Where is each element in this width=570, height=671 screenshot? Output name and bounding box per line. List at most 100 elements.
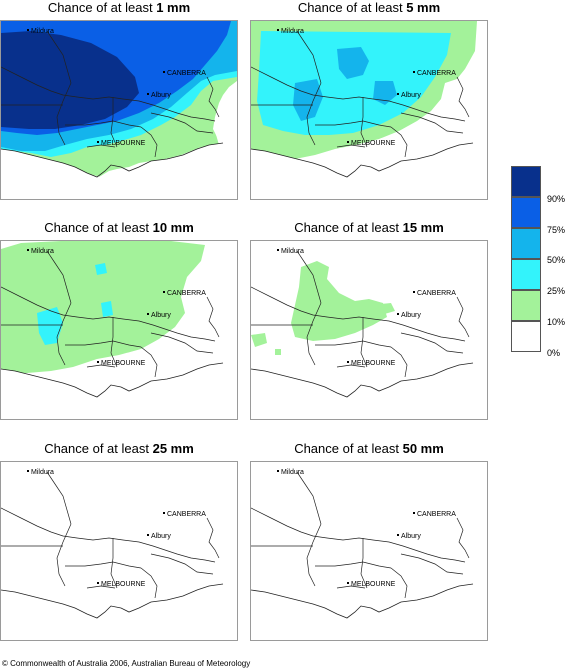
- district-boundary: [390, 567, 408, 599]
- district-boundary: [206, 76, 220, 118]
- panel-title-prefix: Chance of at least: [47, 0, 157, 15]
- place-marker: [163, 291, 165, 293]
- label-albury: Albury: [401, 312, 421, 319]
- district-boundary: [315, 340, 392, 348]
- probability-area: [251, 333, 267, 347]
- district-boundary: [150, 112, 214, 134]
- probability-shading: [1, 21, 237, 177]
- district-boundary: [86, 585, 116, 589]
- legend-swatch-75: [511, 197, 541, 228]
- panel-title-amount: 15 mm: [402, 220, 444, 235]
- probability-area: [373, 81, 397, 105]
- district-boundary: [65, 561, 142, 569]
- rainfall-probability-map: Mildura CANBERRA Albury MELBOURNE: [0, 461, 238, 641]
- place-marker: [27, 249, 29, 251]
- label-mildura: Mildura: [31, 28, 54, 35]
- label-melbourne: MELBOURNE: [351, 140, 396, 147]
- label-albury: Albury: [151, 92, 171, 99]
- probability-area: [95, 263, 107, 275]
- place-marker: [277, 249, 279, 251]
- district-boundary: [296, 471, 322, 525]
- map-svg: Mildura CANBERRA Albury MELBOURNE: [1, 241, 224, 398]
- coastline: [251, 362, 474, 398]
- district-boundary: [56, 302, 72, 366]
- place-marker: [163, 512, 165, 514]
- probability-legend: 90% 75% 50% 25% 10% 0%: [511, 166, 567, 358]
- district-boundary: [110, 97, 118, 148]
- panel-title-amount: 5 mm: [406, 0, 441, 15]
- place-marker: [413, 291, 415, 293]
- district-boundary: [336, 144, 366, 148]
- place-marker: [397, 313, 399, 315]
- district-boundary: [56, 523, 72, 587]
- panel-title: Chance of at least 1 mm: [0, 0, 238, 16]
- label-mildura: Mildura: [31, 248, 54, 255]
- label-canberra: CANBERRA: [167, 70, 206, 77]
- district-boundary: [306, 82, 322, 146]
- district-boundary: [251, 286, 466, 342]
- label-canberra: CANBERRA: [417, 70, 456, 77]
- place-marker: [277, 470, 279, 472]
- map-svg: Mildura CANBERRA Albury MELBOURNE: [251, 248, 474, 398]
- panel-title-prefix: Chance of at least: [297, 0, 407, 15]
- legend-swatch-50: [511, 228, 541, 259]
- district-boundary: [65, 120, 142, 128]
- label-melbourne: MELBOURNE: [351, 360, 396, 367]
- district-boundary: [360, 97, 368, 148]
- district-boundary: [1, 66, 216, 122]
- panel-title: Chance of at least 5 mm: [250, 0, 488, 16]
- panel-title-amount: 25 mm: [152, 441, 194, 456]
- rainfall-probability-map: Mildura CANBERRA Albury MELBOURNE: [250, 461, 488, 641]
- district-boundary: [296, 250, 322, 304]
- legend-label-75: 75%: [547, 225, 566, 235]
- label-mildura: Mildura: [281, 469, 304, 476]
- legend-swatch-25: [511, 259, 541, 290]
- place-marker: [413, 71, 415, 73]
- district-boundary: [140, 567, 158, 599]
- legend-swatch-0: [511, 321, 541, 352]
- district-boundary: [456, 517, 470, 559]
- district-boundary: [400, 553, 464, 575]
- district-boundary: [400, 112, 464, 134]
- district-boundary: [1, 507, 216, 563]
- district-boundary: [86, 144, 116, 148]
- district-boundary: [140, 126, 158, 158]
- panel-title-prefix: Chance of at least: [294, 220, 403, 235]
- map-svg: Mildura CANBERRA Albury MELBOURNE: [251, 469, 474, 619]
- label-albury: Albury: [151, 312, 171, 319]
- probability-shading: [251, 261, 395, 355]
- district-boundary: [150, 553, 214, 575]
- district-boundary: [46, 30, 72, 84]
- probability-area: [275, 349, 281, 355]
- place-marker: [97, 361, 99, 363]
- panel-title-prefix: Chance of at least: [294, 441, 403, 456]
- district-boundary: [360, 317, 368, 368]
- place-marker: [347, 141, 349, 143]
- district-boundary: [315, 561, 392, 569]
- legend-label-0: 0%: [547, 348, 561, 358]
- place-marker: [347, 361, 349, 363]
- label-mildura: Mildura: [31, 469, 54, 476]
- district-boundary: [150, 332, 214, 354]
- label-albury: Albury: [401, 92, 421, 99]
- probability-area: [37, 307, 63, 345]
- probability-area: [101, 301, 113, 317]
- panel-title-amount: 1 mm: [156, 0, 191, 15]
- rainfall-probability-map: Mildura CANBERRA Albury MELBOURNE: [250, 20, 488, 200]
- place-marker: [397, 93, 399, 95]
- place-marker: [397, 534, 399, 536]
- place-marker: [27, 29, 29, 31]
- district-boundary: [456, 296, 470, 338]
- probability-area: [337, 47, 369, 79]
- place-marker: [147, 534, 149, 536]
- district-boundary: [400, 332, 464, 354]
- probability-area: [293, 79, 323, 121]
- panel-title: Chance of at least 15 mm: [250, 220, 488, 236]
- probability-area: [371, 303, 395, 315]
- district-boundary: [296, 30, 322, 84]
- district-boundary: [110, 317, 118, 368]
- district-boundary: [140, 346, 158, 378]
- district-boundary: [65, 340, 142, 348]
- label-mildura: Mildura: [281, 248, 304, 255]
- district-boundary: [390, 346, 408, 378]
